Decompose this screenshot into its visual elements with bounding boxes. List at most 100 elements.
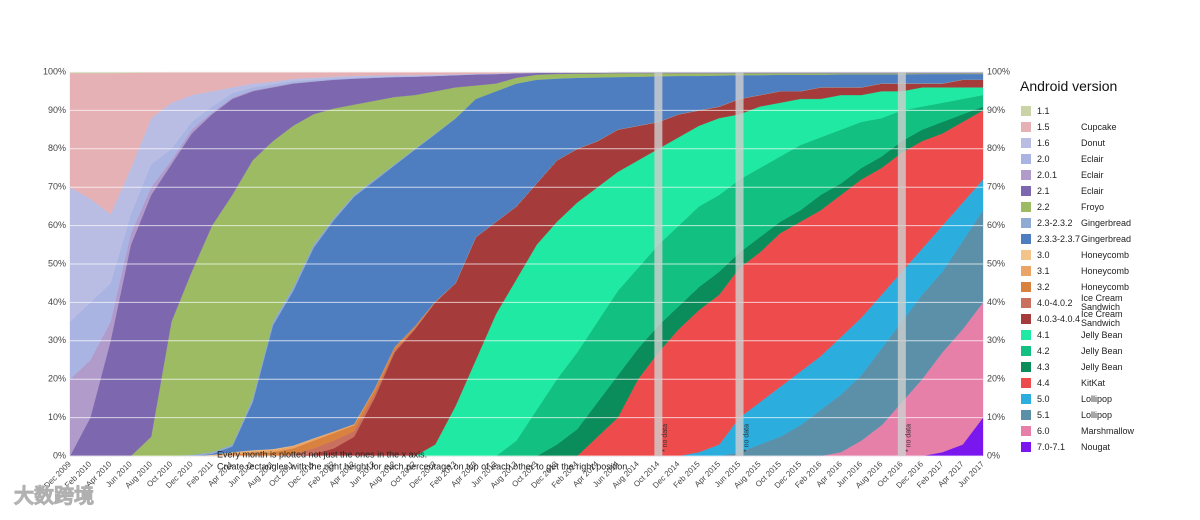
legend-swatch: [1021, 154, 1031, 164]
legend-item: 1.1: [1016, 103, 1196, 119]
y-tick-label: 100%: [43, 66, 66, 76]
legend-codename: Gingerbread: [1081, 233, 1132, 244]
y-tick-label: 90%: [48, 105, 66, 115]
legend-version: 2.0.1: [1037, 170, 1058, 180]
legend-swatch: [1021, 394, 1031, 404]
legend-swatch: [1021, 298, 1031, 308]
legend-version: 4.4: [1037, 378, 1050, 388]
legend-codename: Jelly Bean: [1081, 345, 1123, 356]
legend-swatch: [1021, 266, 1031, 276]
legend-item: 4.0-4.0.2 Ice Cream Sandwich: [1016, 293, 1196, 312]
y2-tick-label: 100%: [987, 66, 1010, 76]
legend-codename: Cupcake: [1081, 121, 1117, 132]
legend-swatch: [1021, 234, 1031, 244]
y-tick-label: 70%: [48, 182, 66, 192]
legend-swatch: [1021, 250, 1031, 260]
legend-codename: Jelly Bean: [1081, 329, 1123, 340]
legend-item: 4.3 Jelly Bean: [1016, 359, 1196, 375]
legend-codename: Nougat: [1081, 441, 1111, 452]
legend-swatch: [1021, 282, 1031, 292]
legend-codename: Gingerbread: [1081, 217, 1132, 228]
no-data-label: * no data: [906, 424, 913, 452]
legend-codename: Honeycomb: [1081, 249, 1130, 260]
legend-item: 7.0-7.1 Nougat: [1016, 439, 1196, 455]
legend-item: 2.0 Eclair: [1016, 151, 1196, 167]
legend-item: 2.1 Eclair: [1016, 183, 1196, 199]
legend-codename: Froyo: [1081, 201, 1105, 212]
legend-item: 4.1 Jelly Bean: [1016, 327, 1196, 343]
legend-version: 1.5: [1037, 122, 1050, 132]
legend-version: 4.0.3-4.0.4: [1037, 314, 1081, 324]
legend-swatch: [1021, 218, 1031, 228]
legend-version: 1.1: [1037, 106, 1050, 116]
legend-version: 6.0: [1037, 426, 1050, 436]
y2-tick-label: 10%: [987, 412, 1005, 422]
y-tick-label: 40%: [48, 297, 66, 307]
legend-swatch: [1021, 362, 1031, 372]
y2-tick-label: 90%: [987, 105, 1005, 115]
legend-codename: Eclair: [1081, 169, 1104, 180]
legend-swatch: [1021, 138, 1031, 148]
legend-codename: Ice Cream Sandwich: [1081, 309, 1123, 328]
y2-tick-label: 80%: [987, 143, 1005, 153]
legend-swatch: [1021, 410, 1031, 420]
y-tick-label: 30%: [48, 335, 66, 345]
legend-version: 4.0-4.0.2: [1037, 298, 1073, 308]
legend-item: 6.0 Marshmallow: [1016, 423, 1196, 439]
legend-title: Android version: [1020, 78, 1118, 94]
legend-item: 2.2 Froyo: [1016, 199, 1196, 215]
legend-swatch: [1021, 314, 1031, 324]
legend-codename: Marshmallow: [1081, 425, 1135, 436]
legend-codename: Eclair: [1081, 185, 1104, 196]
legend-item: 1.6 Donut: [1016, 135, 1196, 151]
legend-item: 2.3-2.3.2 Gingerbread: [1016, 215, 1196, 231]
y-tick-label: 20%: [48, 374, 66, 384]
y2-tick-label: 70%: [987, 182, 1005, 192]
legend-item: 2.3.3-2.3.7 Gingerbread: [1016, 231, 1196, 247]
legend-version: 7.0-7.1: [1037, 442, 1066, 452]
legend-codename: Eclair: [1081, 153, 1104, 164]
legend-swatch: [1021, 106, 1031, 116]
note: Create rectangles with the right height …: [217, 461, 627, 471]
legend-codename: Donut: [1081, 137, 1106, 148]
no-data-label: * no data: [743, 424, 750, 452]
no-data-bar: [654, 72, 663, 456]
y2-tick-label: 40%: [987, 297, 1005, 307]
legend-item: 3.1 Honeycomb: [1016, 263, 1196, 279]
no-data-bar: [897, 72, 906, 456]
legend-version: 3.2: [1037, 282, 1050, 292]
legend-codename: KitKat: [1081, 377, 1106, 388]
legend-version: 2.2: [1037, 202, 1050, 212]
legend-version: 4.2: [1037, 346, 1050, 356]
legend-version: 3.0: [1037, 250, 1050, 260]
watermark: 大数跨境: [14, 483, 94, 507]
legend-version: 2.3.3-2.3.7: [1037, 234, 1081, 244]
legend-codename: Honeycomb: [1081, 281, 1130, 292]
legend-item: 4.4 KitKat: [1016, 375, 1196, 391]
y2-tick-label: 0%: [987, 450, 1000, 460]
y2-tick-label: 60%: [987, 220, 1005, 230]
legend-swatch: [1021, 426, 1031, 436]
y-tick-label: 80%: [48, 143, 66, 153]
legend-item: 3.0 Honeycomb: [1016, 247, 1196, 263]
legend-swatch: [1021, 442, 1031, 452]
legend-codename: Ice Cream Sandwich: [1081, 293, 1123, 312]
legend: Android version 1.1 1.5 Cupcake 1.6 Donut 2.0…: [1016, 78, 1196, 455]
legend-item: 5.1 Lollipop: [1016, 407, 1196, 423]
legend-version: 1.6: [1037, 138, 1050, 148]
y-tick-label: 0%: [53, 450, 66, 460]
legend-item: 3.2 Honeycomb: [1016, 279, 1196, 295]
legend-item: 5.0 Lollipop: [1016, 391, 1196, 407]
legend-codename: Lollipop: [1081, 393, 1113, 404]
legend-swatch: [1021, 186, 1031, 196]
y2-tick-label: 30%: [987, 335, 1005, 345]
legend-swatch: [1021, 202, 1031, 212]
y2-tick-label: 50%: [987, 258, 1005, 268]
legend-codename: Jelly Bean: [1081, 361, 1123, 372]
legend-item: 1.5 Cupcake: [1016, 119, 1196, 135]
legend-swatch: [1021, 346, 1031, 356]
legend-version: 5.0: [1037, 394, 1050, 404]
legend-swatch: [1021, 170, 1031, 180]
